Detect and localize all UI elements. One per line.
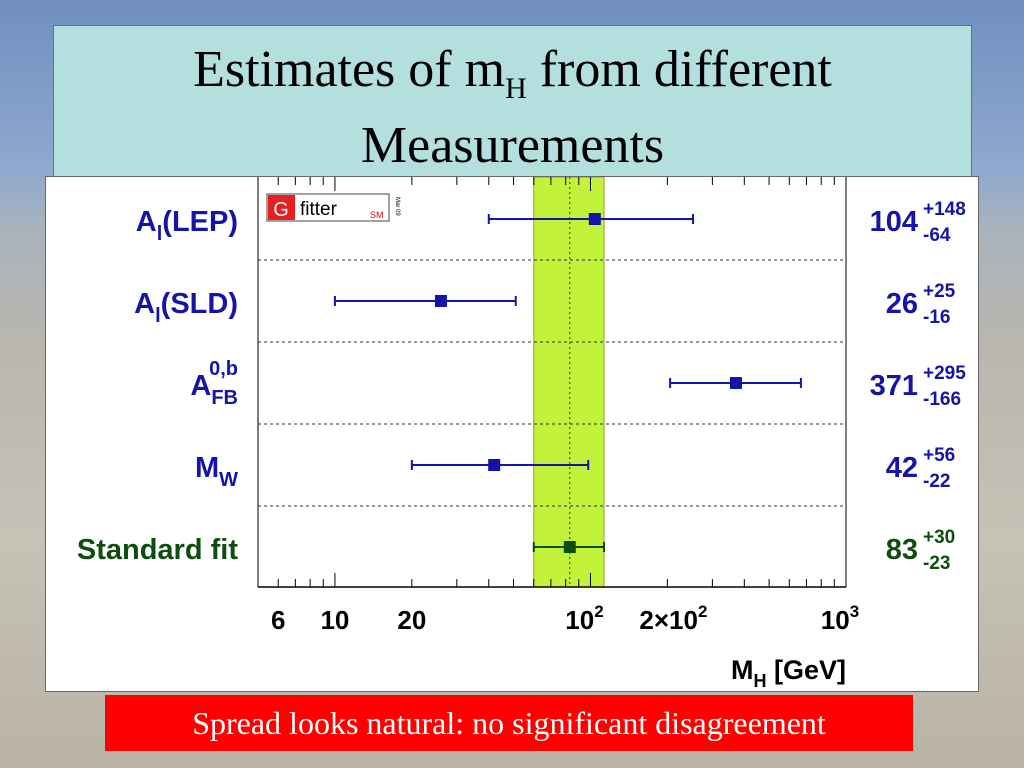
row-error-minus: -22 — [923, 471, 950, 492]
mh-estimates-chart: 6 10 20 102 2×102 103 MH [GeV] G fitter SM Mar 09 A… — [77, 177, 966, 691]
data-point-marker — [563, 541, 576, 553]
row-error-plus: +295 — [923, 363, 966, 384]
row-value: 371 — [870, 370, 918, 402]
row-error-plus: +30 — [923, 527, 955, 548]
row-value: 104 — [870, 206, 918, 238]
title-suffix: from different — [526, 41, 832, 98]
title-prefix: Estimates of m — [193, 41, 506, 98]
gfitter-logo-letter: G — [273, 199, 289, 221]
x-tick-label: 20 — [397, 605, 426, 635]
x-tick-label: 102 — [565, 602, 603, 635]
data-point-marker — [588, 213, 601, 225]
row-error-plus: +56 — [923, 445, 955, 466]
row-label: Al(LEP) — [136, 206, 238, 245]
row-label-superscript: 0,b — [209, 358, 238, 380]
row-value: 83 — [886, 534, 918, 566]
row-label: AFB — [190, 370, 238, 409]
row-error-plus: +148 — [923, 199, 966, 220]
gfitter-logo-g-box — [268, 195, 295, 220]
x-axis-title: MH [GeV] — [731, 655, 846, 691]
row-label: MW — [195, 452, 238, 491]
row-error-minus: -23 — [923, 553, 950, 574]
x-tick-label: 10 — [320, 605, 349, 635]
data-point-marker — [729, 377, 742, 389]
slide-title-line2: Measurements — [360, 117, 665, 174]
x-tick-label: 2×102 — [639, 602, 707, 635]
gfitter-logo-tag: SM — [370, 210, 384, 220]
slide-title-line1: Estimates of mH from different — [54, 40, 971, 119]
row-error-minus: -64 — [923, 225, 951, 246]
gfitter-logo-word: fitter — [300, 199, 338, 220]
data-point-marker — [434, 295, 447, 307]
x-tick-label: 6 — [271, 605, 285, 635]
title-box: Estimates of mH from different Measureme… — [53, 25, 972, 185]
row-value: 26 — [886, 288, 918, 320]
row-value: 42 — [886, 452, 918, 484]
row-error-minus: -16 — [923, 307, 950, 328]
gfitter-logo-date: Mar 09 — [394, 197, 400, 216]
caption-banner: Spread looks natural: no significant dis… — [105, 695, 913, 751]
data-point-marker — [488, 459, 501, 471]
row-error-plus: +25 — [923, 281, 956, 302]
row-label: Al(SLD) — [134, 288, 238, 327]
fit-band — [533, 177, 605, 588]
row-label: Standard fit — [77, 534, 238, 566]
x-tick-label: 103 — [821, 602, 859, 635]
title-subscript: H — [505, 72, 527, 105]
row-error-minus: -166 — [923, 389, 961, 410]
